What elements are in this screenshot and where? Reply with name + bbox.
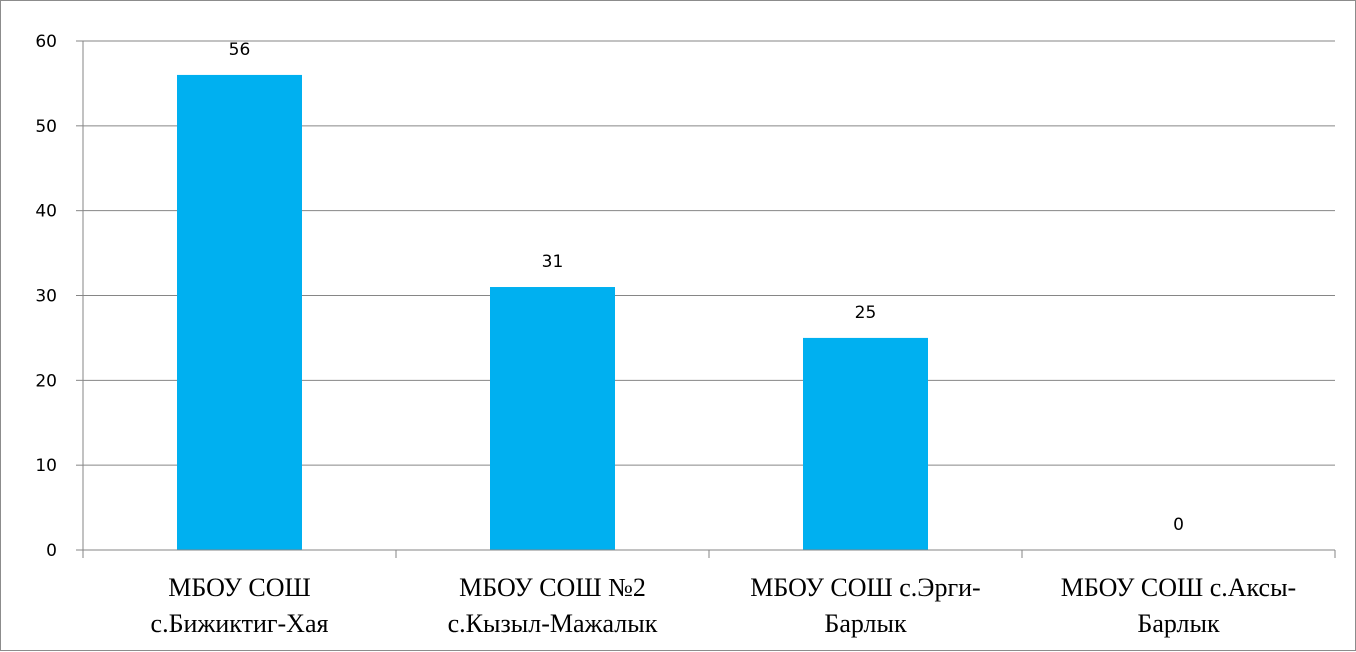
y-tick-label: 20 (35, 371, 57, 391)
data-label-3: 25 (855, 303, 877, 323)
bar-1 (177, 74, 302, 550)
bar-3 (803, 337, 928, 550)
category-label: Барлык (1137, 609, 1220, 638)
category-label: Барлык (824, 609, 907, 638)
y-tick-label: 10 (35, 456, 57, 476)
bars (177, 74, 928, 550)
y-tick-label: 0 (46, 541, 57, 561)
y-tick-label: 50 (35, 117, 57, 137)
category-label: МБОУ СОШ с.Аксы- (1061, 573, 1296, 602)
data-label-1: 56 (229, 40, 251, 60)
y-tick-label: 60 (35, 32, 57, 52)
category-label: с.Бижиктиг-Хая (151, 609, 329, 638)
category-label: с.Кызыл-Мажалык (448, 609, 658, 638)
y-tick-label: 30 (35, 287, 57, 307)
category-label: МБОУ СОШ №2 (459, 573, 646, 602)
labels: 0 10 20 30 40 50 60 56 МБОУ СОШ с.Бижиктиг-Хая 31 М… (35, 32, 1296, 638)
data-label-4: 0 (1173, 515, 1184, 535)
axes (76, 40, 1336, 558)
category-label: МБОУ СОШ с.Эрги- (750, 573, 980, 602)
category-label: МБОУ СОШ (168, 573, 310, 602)
bar-2 (490, 287, 615, 550)
y-tick-label: 40 (35, 202, 57, 222)
data-label-2: 31 (542, 252, 564, 272)
